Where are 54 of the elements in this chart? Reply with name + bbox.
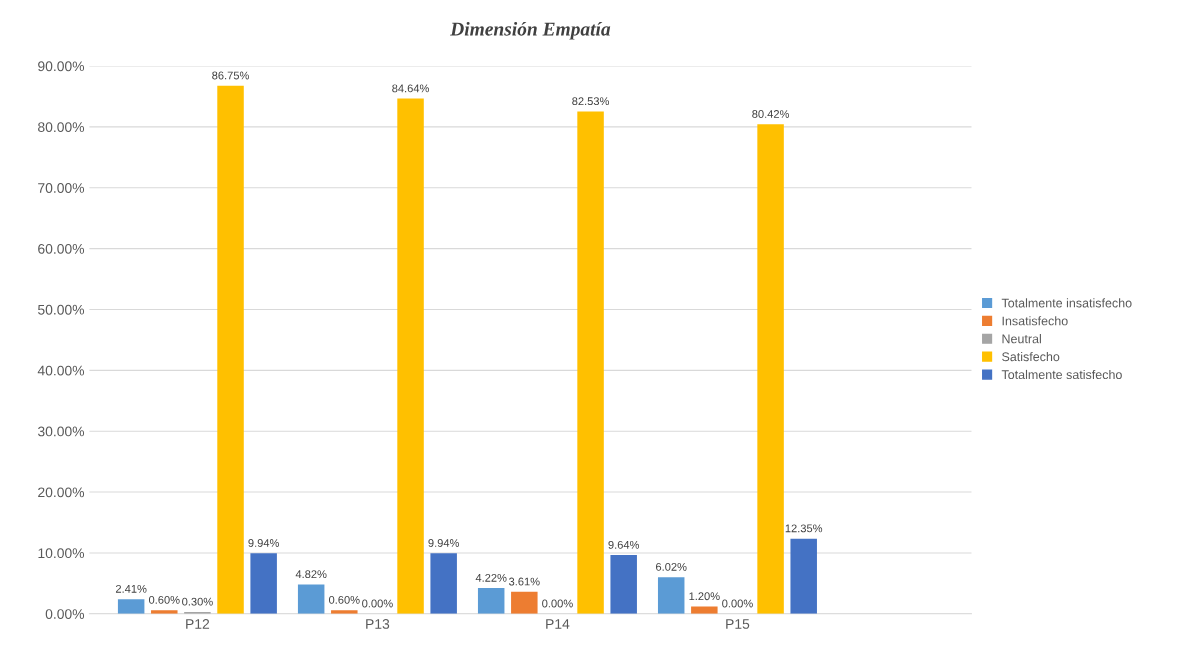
data-label: 4.82% bbox=[295, 570, 327, 579]
data-label: 9.64% bbox=[608, 540, 640, 549]
data-label: 0.00% bbox=[542, 599, 573, 608]
legend-label: Insatisfecho bbox=[1002, 316, 1068, 326]
y-tick-label: 90.00% bbox=[38, 61, 85, 72]
y-tick-label: 50.00% bbox=[37, 304, 85, 315]
data-label: 9.94% bbox=[248, 539, 280, 547]
bar bbox=[477, 588, 505, 614]
data-label: 2.41% bbox=[115, 584, 147, 593]
bar bbox=[430, 553, 457, 614]
bar bbox=[790, 538, 817, 614]
x-tick-label: P14 bbox=[546, 619, 570, 629]
bar bbox=[250, 553, 277, 614]
bar bbox=[691, 606, 718, 614]
bar bbox=[757, 124, 784, 614]
data-label: 1.20% bbox=[689, 592, 720, 601]
x-tick-label: P12 bbox=[186, 619, 210, 629]
bar bbox=[397, 98, 424, 614]
y-tick-label: 80.00% bbox=[38, 122, 85, 133]
data-label: 3.61% bbox=[508, 577, 540, 586]
bar bbox=[577, 111, 604, 614]
bar bbox=[610, 555, 637, 614]
data-label: 0.00% bbox=[722, 599, 753, 608]
data-label: 84.64% bbox=[392, 84, 429, 93]
data-label: 12.35% bbox=[785, 524, 823, 533]
y-tick-label: 20.00% bbox=[38, 487, 85, 498]
legend-label: Neutral bbox=[1002, 334, 1041, 344]
y-tick-label: 60.00% bbox=[38, 243, 85, 254]
x-tick-label: P15 bbox=[726, 619, 750, 629]
data-label: 86.75% bbox=[212, 71, 249, 80]
legend-label: Satisfecho bbox=[1002, 351, 1060, 362]
legend-label: Totalmente satisfecho bbox=[1001, 369, 1122, 380]
data-label: 6.02% bbox=[656, 562, 687, 571]
data-label: 9.94% bbox=[428, 539, 460, 547]
data-label: 80.42% bbox=[752, 110, 790, 118]
data-label: 0.00% bbox=[362, 599, 393, 608]
data-label: 0.30% bbox=[182, 597, 213, 606]
legend-label: Totalmente insatisfecho bbox=[1001, 298, 1132, 308]
y-tick-label: 70.00% bbox=[38, 183, 85, 193]
y-tick-label: 0.00% bbox=[45, 609, 85, 619]
bar bbox=[511, 591, 538, 614]
bar bbox=[217, 85, 244, 614]
chart-title: Dimensión Empatía bbox=[450, 21, 611, 40]
data-label: 4.22% bbox=[475, 573, 507, 582]
y-tick-label: 40.00% bbox=[37, 365, 85, 376]
data-label: 82.53% bbox=[572, 97, 610, 106]
data-label: 0.60% bbox=[148, 595, 180, 604]
y-tick-label: 10.00% bbox=[38, 548, 85, 559]
y-tick-label: 30.00% bbox=[37, 426, 85, 437]
data-label: 0.60% bbox=[328, 595, 360, 604]
bar bbox=[657, 577, 685, 614]
x-tick-label: P13 bbox=[366, 619, 390, 629]
bar bbox=[297, 584, 325, 614]
bar bbox=[117, 599, 145, 614]
